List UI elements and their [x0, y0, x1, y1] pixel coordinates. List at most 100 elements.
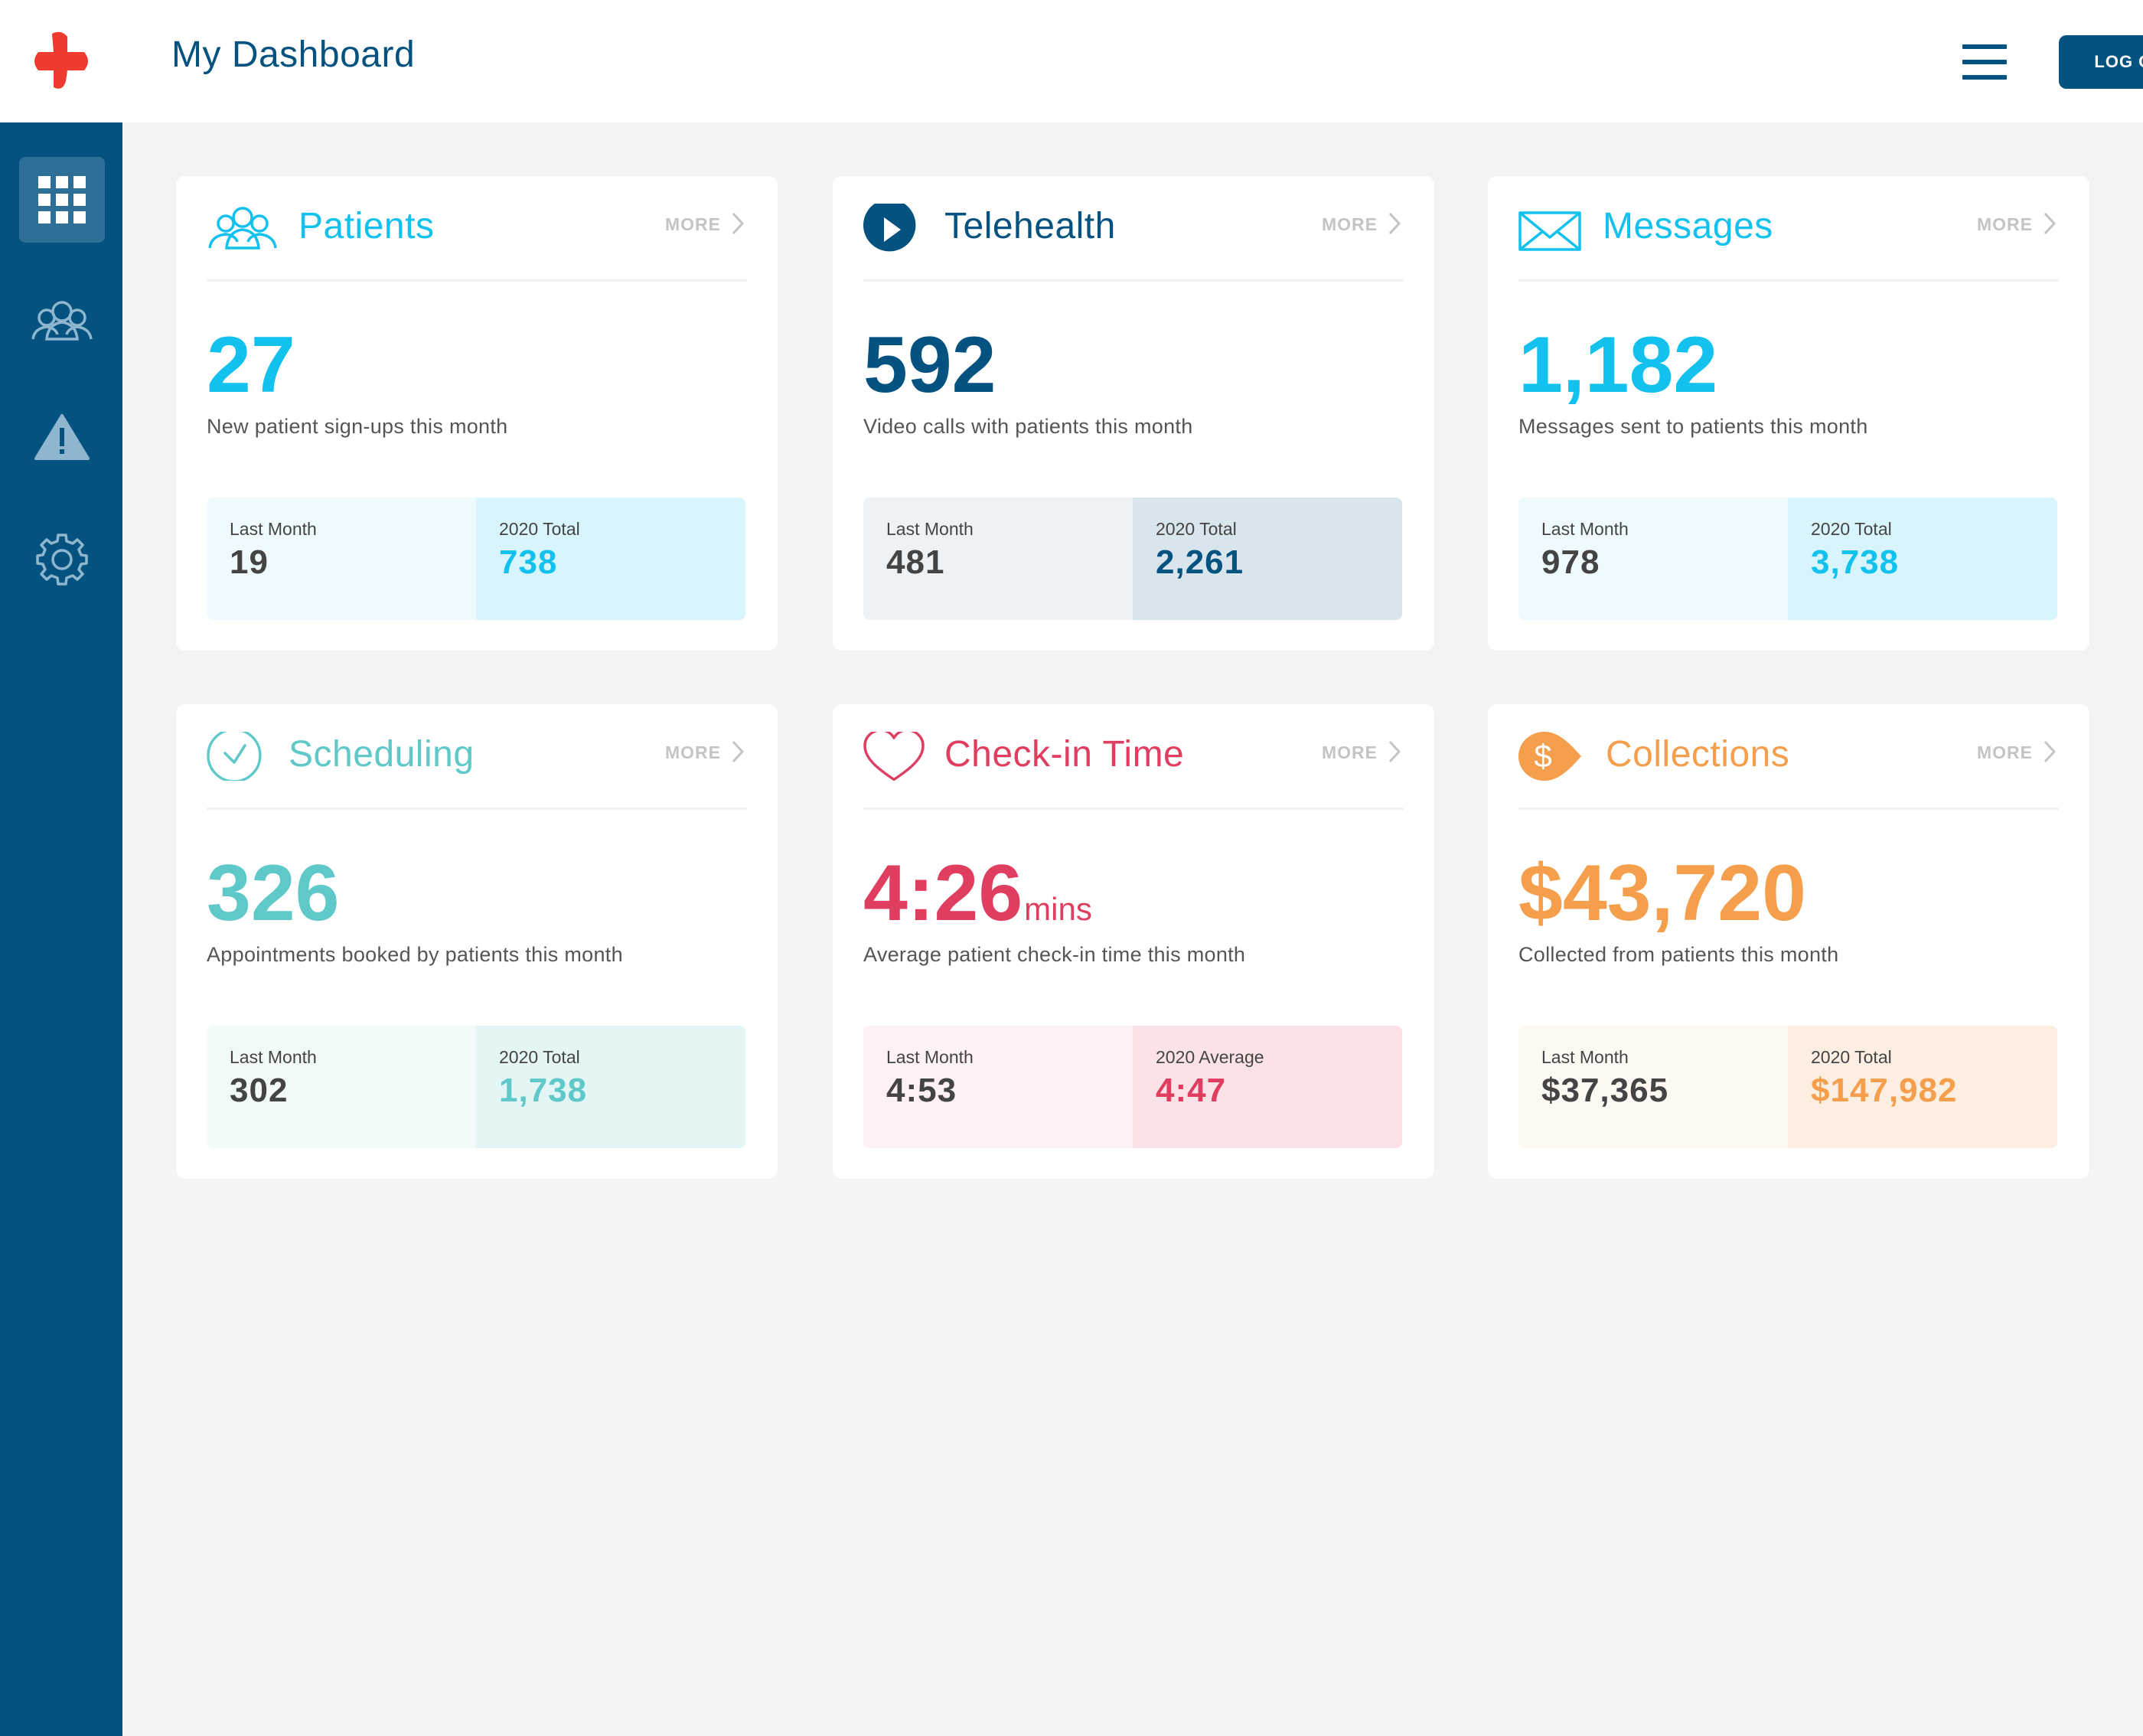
- patients-icon: [31, 301, 93, 341]
- last-month-stat: Last Month 481: [863, 498, 1133, 620]
- sidebar-item-patients[interactable]: [19, 278, 105, 364]
- chevron-right-icon: [2044, 212, 2057, 234]
- card-header: Check-in Time MORE: [863, 704, 1404, 810]
- stat-label: 2020 Total: [1156, 519, 1237, 539]
- stat-label: 2020 Total: [1811, 519, 1892, 539]
- messages-card: Messages MORE 1,182 Messages sent to pat…: [1488, 176, 2089, 651]
- top-header: My Dashboard LOG OUT: [122, 0, 2143, 122]
- patients-card: Patients MORE 27 New patient sign-ups th…: [176, 176, 778, 651]
- stat-value: 3,738: [1811, 543, 1900, 581]
- warning-icon: [34, 414, 90, 460]
- svg-text:$: $: [1534, 738, 1551, 774]
- card-header: Patients MORE: [207, 176, 747, 282]
- more-label: MORE: [665, 214, 721, 234]
- card-title: Check-in Time: [944, 734, 1185, 775]
- chevron-right-icon: [732, 740, 745, 762]
- last-month-stat: Last Month 978: [1518, 498, 1788, 620]
- more-label: MORE: [665, 742, 721, 762]
- hamburger-menu-icon[interactable]: [1962, 44, 2007, 80]
- metric-value: 1,182: [1518, 325, 1719, 405]
- stat-value: $147,982: [1811, 1072, 1958, 1109]
- clock-icon: [207, 732, 262, 781]
- metric-description: Average patient check-in time this month: [863, 943, 1246, 966]
- stat-value: 302: [230, 1072, 289, 1109]
- more-link[interactable]: MORE: [665, 212, 745, 235]
- metric-description: Video calls with patients this month: [863, 415, 1193, 438]
- stats-panel: Last Month 481 2020 Total 2,261: [863, 498, 1402, 620]
- metric-number: $43,720: [1518, 849, 1806, 938]
- stat-label: Last Month: [886, 1047, 974, 1067]
- stats-panel: Last Month 302 2020 Total 1,738: [207, 1026, 745, 1148]
- metric-description: Appointments booked by patients this mon…: [207, 943, 623, 966]
- more-label: MORE: [1977, 214, 2033, 234]
- stats-panel: Last Month 19 2020 Total 738: [207, 498, 745, 620]
- card-header: Messages MORE: [1518, 176, 2059, 282]
- stat-value: $37,365: [1541, 1072, 1669, 1109]
- heart-icon: [863, 732, 925, 781]
- card-header: $ Collections MORE: [1518, 704, 2059, 810]
- more-label: MORE: [1322, 742, 1378, 762]
- more-label: MORE: [1977, 742, 2033, 762]
- page-title: My Dashboard: [171, 34, 416, 75]
- play-icon: [863, 204, 916, 252]
- stat-value: 738: [499, 543, 558, 581]
- more-link[interactable]: MORE: [1322, 212, 1401, 235]
- total-stat: 2020 Total 1,738: [476, 1026, 745, 1148]
- metric-number: 27: [207, 321, 295, 410]
- metric-description: New patient sign-ups this month: [207, 415, 508, 438]
- sidebar-nav: [0, 122, 122, 1736]
- last-month-stat: Last Month 302: [207, 1026, 476, 1148]
- card-title: Scheduling: [289, 734, 475, 775]
- patients-icon: [208, 207, 277, 250]
- total-stat: 2020 Total 2,261: [1133, 498, 1402, 620]
- more-label: MORE: [1322, 214, 1378, 234]
- stat-value: 4:53: [886, 1072, 957, 1109]
- card-title: Collections: [1606, 734, 1790, 775]
- telehealth-card: Telehealth MORE 592 Video calls with pat…: [833, 176, 1434, 651]
- total-stat: 2020 Total 3,738: [1788, 498, 2057, 620]
- sidebar-item-dashboard[interactable]: [19, 157, 105, 243]
- more-link[interactable]: MORE: [1322, 740, 1401, 763]
- sidebar-item-alerts[interactable]: [19, 394, 105, 480]
- last-month-stat: Last Month $37,365: [1518, 1026, 1788, 1148]
- collections-card: $ Collections MORE $43,720 Collected fro…: [1488, 704, 2089, 1179]
- chevron-right-icon: [732, 212, 745, 234]
- logout-button[interactable]: LOG OUT: [2059, 35, 2143, 89]
- last-month-stat: Last Month 19: [207, 498, 476, 620]
- metric-value: 326: [207, 853, 341, 933]
- stat-value: 19: [230, 543, 269, 581]
- plus-logo-icon[interactable]: [31, 31, 92, 92]
- scheduling-card: Scheduling MORE 326 Appointments booked …: [176, 704, 778, 1179]
- stat-label: 2020 Total: [499, 1047, 580, 1067]
- last-month-stat: Last Month 4:53: [863, 1026, 1133, 1148]
- dollar-tag-icon: $: [1518, 732, 1581, 781]
- stat-label: 2020 Total: [1811, 1047, 1892, 1067]
- card-title: Messages: [1603, 206, 1773, 246]
- chevron-right-icon: [1388, 740, 1401, 762]
- check-in-time-card: Check-in Time MORE 4:26mins Average pati…: [833, 704, 1434, 1179]
- metric-number: 4:26: [863, 849, 1023, 938]
- metric-value: $43,720: [1518, 853, 1808, 933]
- stat-label: Last Month: [1541, 1047, 1629, 1067]
- metric-number: 326: [207, 849, 340, 938]
- metric-value: 592: [863, 325, 998, 405]
- more-link[interactable]: MORE: [1977, 212, 2057, 235]
- stats-panel: Last Month $37,365 2020 Total $147,982: [1518, 1026, 2057, 1148]
- metric-number: 1,182: [1518, 321, 1718, 410]
- metric-unit: mins: [1024, 891, 1092, 927]
- metric-value: 27: [207, 325, 297, 405]
- stat-value: 978: [1541, 543, 1600, 581]
- metric-description: Collected from patients this month: [1518, 943, 1839, 966]
- stat-value: 4:47: [1156, 1072, 1227, 1109]
- stat-label: Last Month: [230, 519, 317, 539]
- chevron-right-icon: [2044, 740, 2057, 762]
- total-stat: 2020 Total 738: [476, 498, 745, 620]
- envelope-icon: [1518, 211, 1581, 251]
- card-title: Patients: [298, 206, 435, 246]
- more-link[interactable]: MORE: [1977, 740, 2057, 763]
- more-link[interactable]: MORE: [665, 740, 745, 763]
- stat-value: 481: [886, 543, 945, 581]
- sidebar-item-settings[interactable]: [19, 517, 105, 602]
- metric-number: 592: [863, 321, 996, 410]
- stats-panel: Last Month 978 2020 Total 3,738: [1518, 498, 2057, 620]
